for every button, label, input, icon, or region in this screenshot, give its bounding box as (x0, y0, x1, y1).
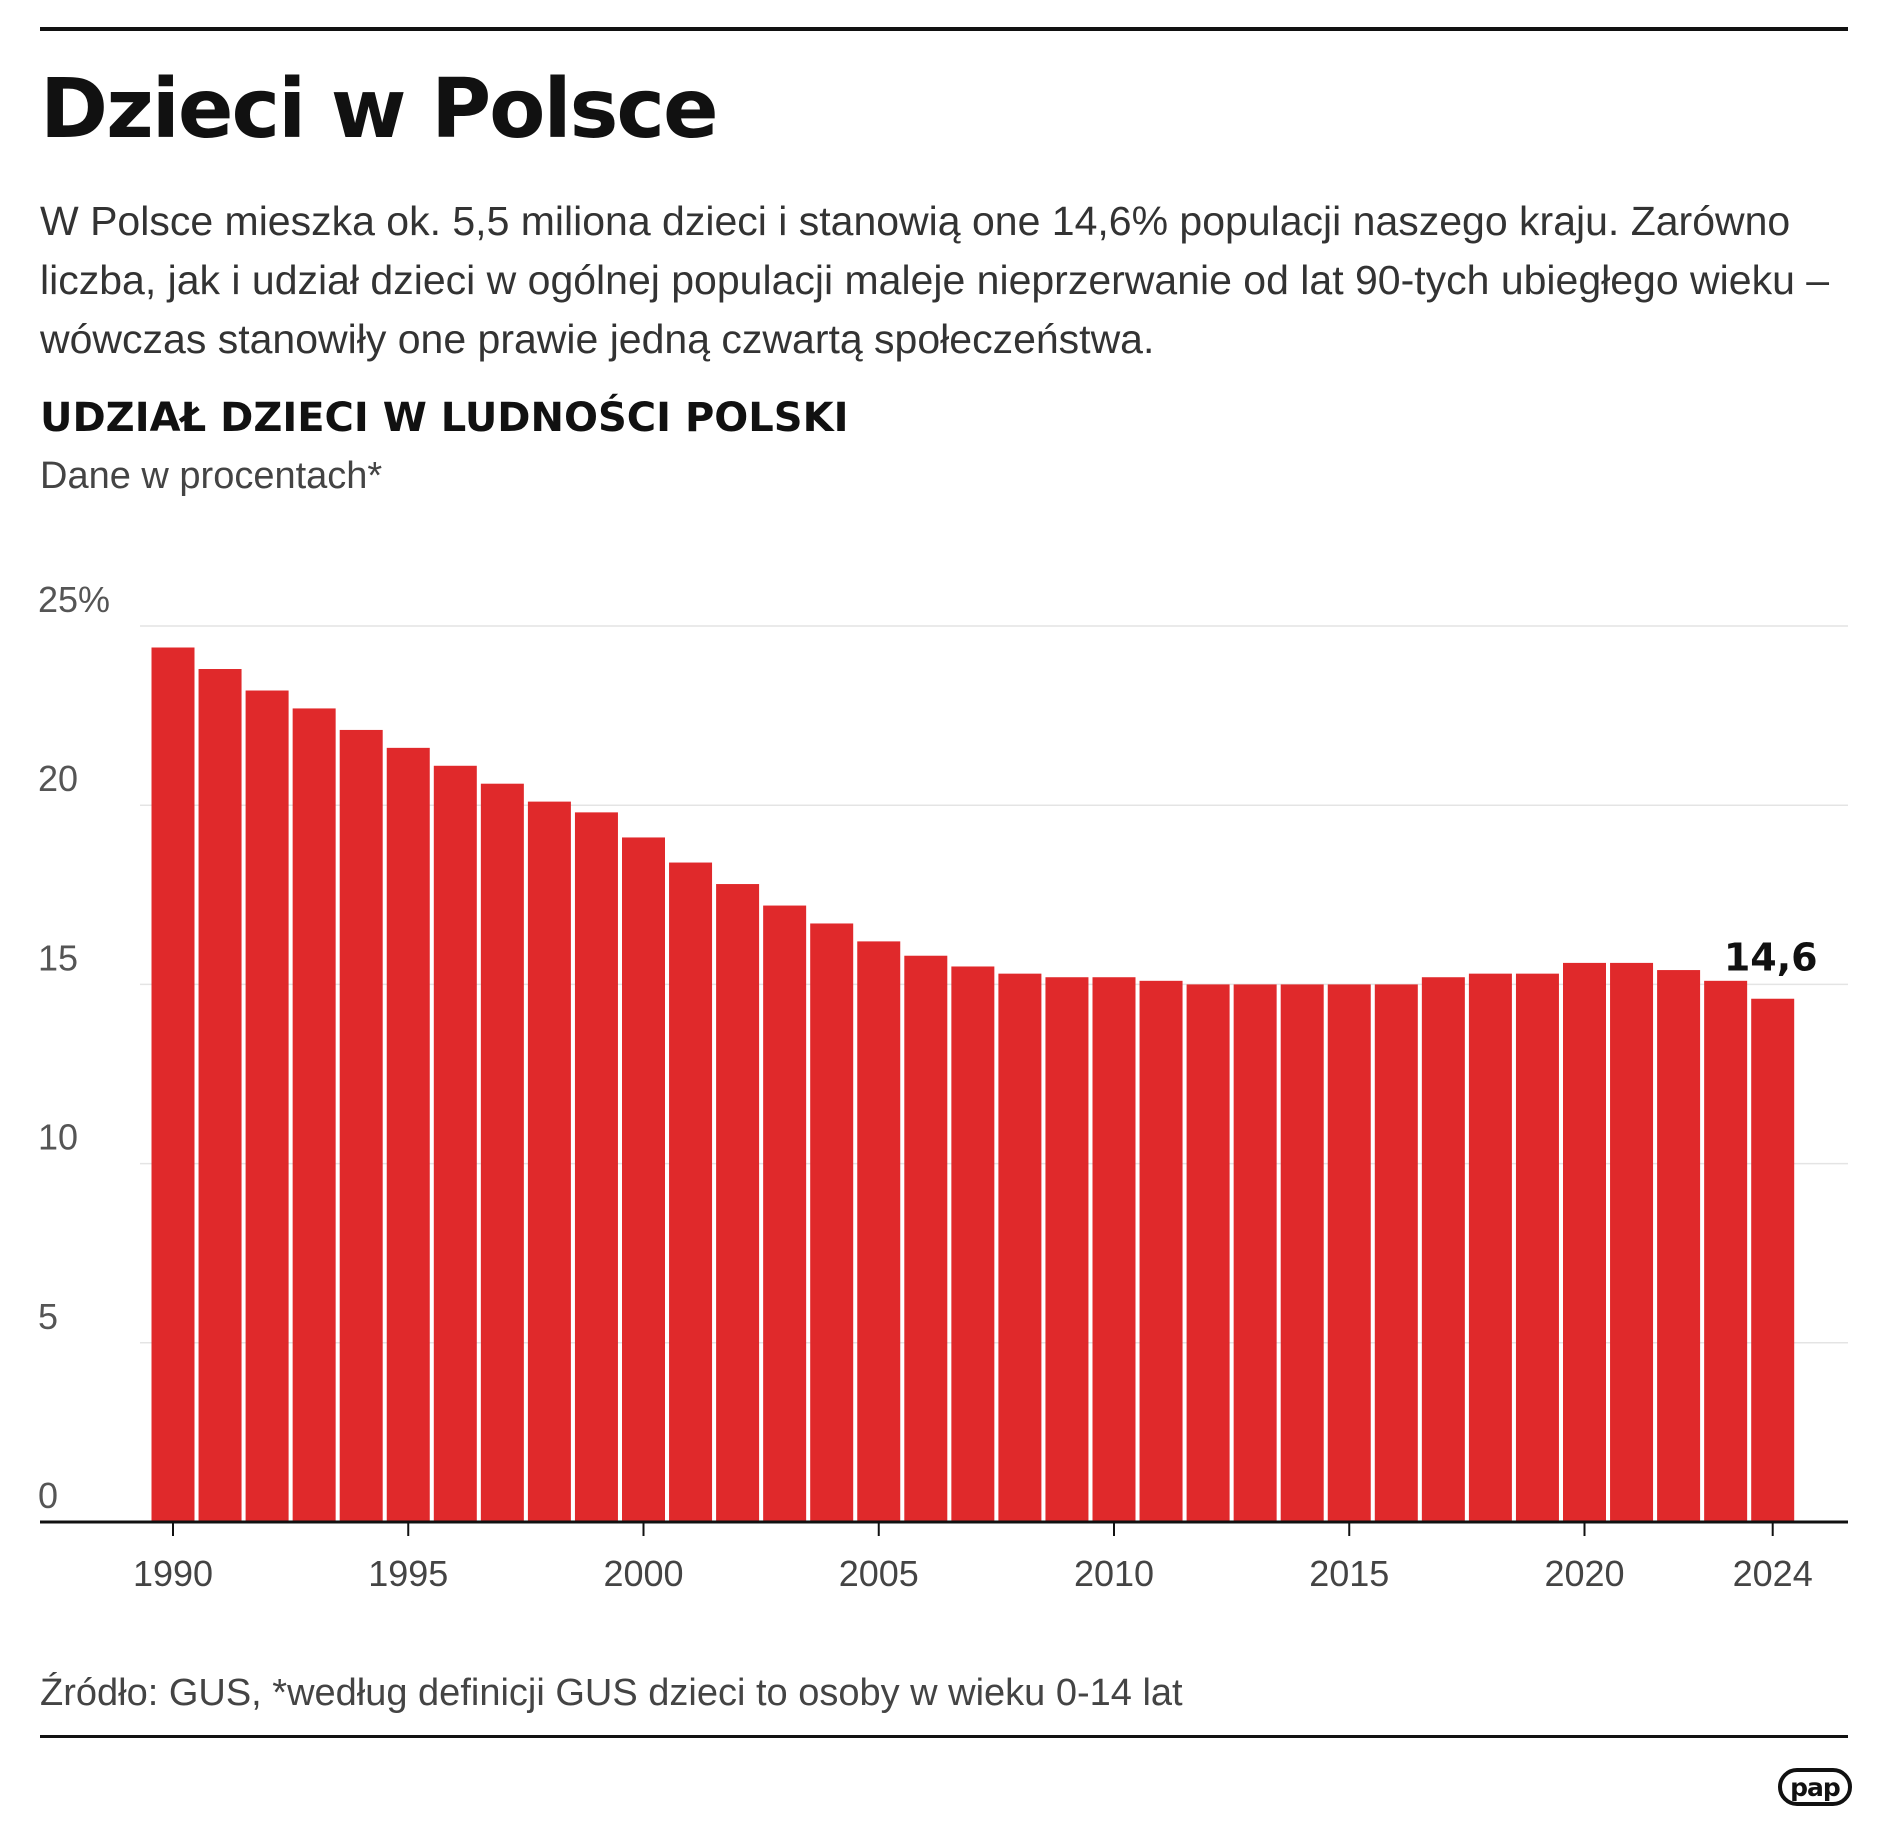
x-tick-label: 2020 (1544, 1553, 1624, 1594)
bottom-rule (40, 1735, 1848, 1738)
bar (1092, 977, 1136, 1522)
x-tick-label: 2005 (839, 1553, 919, 1594)
bar (1657, 970, 1701, 1522)
bar (292, 708, 336, 1522)
bar (1468, 973, 1512, 1522)
x-tick-label: 2024 (1733, 1553, 1813, 1594)
pap-logo-text: pap (1790, 1772, 1841, 1802)
x-tick-label: 2000 (603, 1553, 683, 1594)
bar (1327, 984, 1371, 1522)
y-tick-label: 5 (38, 1296, 58, 1337)
chart-title: UDZIAŁ DZIECI W LUDNOŚCI POLSKI (40, 395, 849, 441)
bar (716, 884, 760, 1522)
bar (151, 647, 195, 1522)
headline: Dzieci w Polsce (40, 62, 719, 157)
bar (1374, 984, 1418, 1522)
y-tick-label: 15 (38, 937, 78, 978)
y-tick-label: 25% (38, 579, 110, 620)
x-tick-label: 2010 (1074, 1553, 1154, 1594)
bar (904, 955, 948, 1522)
bar (339, 729, 383, 1522)
bar (574, 812, 618, 1522)
bar (763, 905, 807, 1522)
x-tick-label: 1990 (133, 1553, 213, 1594)
bar (198, 669, 242, 1522)
x-tick-label: 1995 (368, 1553, 448, 1594)
bar (810, 923, 854, 1522)
bar (1751, 998, 1795, 1522)
bar (1045, 977, 1089, 1522)
bar (1280, 984, 1324, 1522)
source-note: Źródło: GUS, *według definicji GUS dziec… (40, 1672, 1183, 1714)
bar (998, 973, 1042, 1522)
y-tick-label: 20 (38, 758, 78, 799)
bar (622, 837, 665, 1522)
bar (1421, 977, 1465, 1522)
bar (527, 801, 571, 1522)
y-tick-label: 0 (38, 1475, 58, 1516)
x-axis-ticks: 1990 1995 2000 2005 2010 2015 2020 2024 (133, 1522, 1813, 1594)
y-tick-label: 10 (38, 1117, 78, 1158)
bar (386, 747, 430, 1522)
bar (669, 862, 713, 1522)
bar (245, 690, 289, 1522)
bar (1563, 962, 1606, 1522)
bar (1139, 980, 1183, 1522)
y-axis-ticks: 0 5 10 15 20 25% (38, 579, 110, 1516)
x-tick-label: 2015 (1309, 1553, 1389, 1594)
data-label: 14,6 (1724, 936, 1818, 980)
chart-subtitle: Dane w procentach* (40, 455, 383, 497)
bar (433, 765, 477, 1522)
bar (1704, 980, 1748, 1522)
bar (480, 783, 524, 1522)
pap-logo: pap (1778, 1768, 1852, 1806)
lead-paragraph: W Polsce mieszka ok. 5,5 miliona dzieci … (40, 198, 1830, 362)
bar (1515, 973, 1559, 1522)
annotations: 14,6 (1724, 936, 1818, 980)
bar (1610, 962, 1654, 1522)
bars (151, 647, 1795, 1522)
bar (857, 941, 901, 1522)
bar (1186, 984, 1230, 1522)
top-rule (40, 27, 1848, 31)
bar (1233, 984, 1277, 1522)
bar (951, 966, 995, 1522)
